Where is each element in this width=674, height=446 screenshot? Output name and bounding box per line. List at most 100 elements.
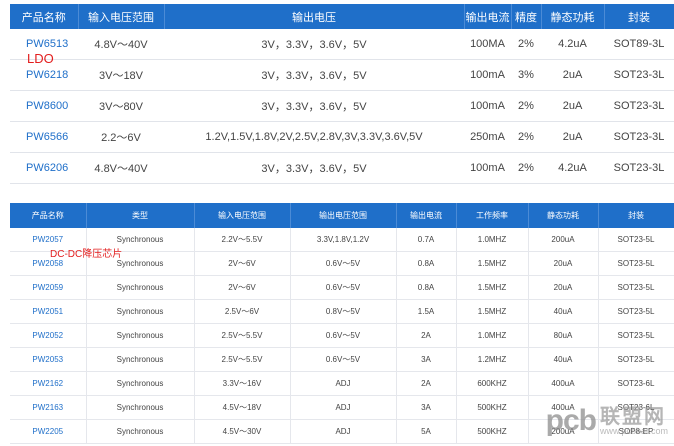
dcdc-table-cell: 2V～6V xyxy=(194,251,291,276)
dcdc-table-cell: Synchronous xyxy=(86,251,195,276)
ldo-table-row: PW6206 4.8V～40V 3V，3.3V，3.6V，5V 100mA 2% 4.2u… xyxy=(10,152,674,184)
product-model-link[interactable]: PW6566 xyxy=(10,121,78,153)
dcdc-annotation-label: DC-DC降压芯片 xyxy=(50,249,123,260)
dcdc-table-cell: SOT23-5L xyxy=(598,323,674,348)
ldo-table-row: PW6513 4.8V～40V 3V，3.3V，3.6V，5V 100MA 2% 4.2u… xyxy=(10,29,674,60)
dcdc-table-cell: 2.2V～5.5V xyxy=(194,228,291,252)
dcdc-column-header: 输出电压范围 xyxy=(290,203,397,228)
dcdc-table-cell: 3.3V,1.8V,1.2V xyxy=(290,228,397,252)
dcdc-table-cell: 2.5V～5.5V xyxy=(194,323,291,348)
dcdc-table-cell: 20uA xyxy=(528,251,599,276)
product-model-link[interactable]: PW2057 xyxy=(10,228,87,252)
dcdc-table-cell: 0.8A xyxy=(396,251,457,276)
product-model-link[interactable]: PW8600 xyxy=(10,90,78,122)
product-model-link[interactable]: PW2053 xyxy=(10,347,87,372)
ldo-table: 产品名称 输入电压范围 输出电压 输出电流 精度 静态功耗 封装 PW6513 4.8V～40… xyxy=(10,4,674,184)
product-model-link[interactable]: PW2205 xyxy=(10,419,87,444)
dcdc-table-cell: 0.6V～5V xyxy=(290,275,397,300)
ldo-table-cell: 4.8V～40V xyxy=(78,152,164,184)
dcdc-column-header: 工作频率 xyxy=(456,203,529,228)
ldo-table-cell: 250mA xyxy=(464,121,511,153)
dcdc-column-header: 输入电压范围 xyxy=(194,203,291,228)
product-model-link[interactable]: PW2059 xyxy=(10,275,87,300)
product-model-link[interactable]: PW2163 xyxy=(10,395,87,420)
dcdc-table-cell: 5A xyxy=(396,419,457,444)
ldo-table-cell: 1.2V,1.5V,1.8V,2V,2.5V,2.8V,3V,3.3V,3.6V… xyxy=(164,121,464,153)
dcdc-table-cell: 1.2MHZ xyxy=(456,347,529,372)
ldo-table-row: PW6566 2.2～6V 1.2V,1.5V,1.8V,2V,2.5V,2.8V,… xyxy=(10,121,674,153)
dcdc-table-cell: 80uA xyxy=(528,323,599,348)
dcdc-table-cell: 3A xyxy=(396,347,457,372)
dcdc-table-cell: Synchronous xyxy=(86,323,195,348)
dcdc-table-cell: 2.5V～5.5V xyxy=(194,347,291,372)
dcdc-table-cell: 0.6V～5V xyxy=(290,323,397,348)
dcdc-table-cell: 1.0MHZ xyxy=(456,323,529,348)
product-model-link[interactable]: PW2162 xyxy=(10,371,87,396)
watermark-url: www.pcbbar.com xyxy=(599,425,668,436)
ldo-column-header: 静态功耗 xyxy=(541,4,605,29)
ldo-table-cell: 4.2uA xyxy=(541,152,604,184)
dcdc-column-header: 封装 xyxy=(598,203,674,228)
ldo-table-cell: 100mA xyxy=(464,90,511,122)
dcdc-table-row: PW2205 Synchronous 4.5V～30V ADJ 5A 500KHZ 200u… xyxy=(10,419,674,444)
dcdc-table-row: PW2059 Synchronous 2V～6V 0.6V～5V 0.8A 1.5MHZ 2… xyxy=(10,275,674,300)
dcdc-table-cell: Synchronous xyxy=(86,228,195,252)
dcdc-table-cell: 2A xyxy=(396,323,457,348)
dcdc-table-cell: 400uA xyxy=(528,371,599,396)
ldo-table-cell: 3V，3.3V，3.6V，5V xyxy=(164,152,464,184)
dcdc-table-cell: SOT23-5L xyxy=(598,228,674,252)
watermark-text: 联盟网 www.pcbbar.com xyxy=(600,407,668,436)
dcdc-table-cell: 0.8A xyxy=(396,275,457,300)
ldo-table-cell: 2uA xyxy=(541,90,604,122)
dcdc-table-cell: 0.8V～5V xyxy=(290,299,397,324)
ldo-table-cell: 2.2～6V xyxy=(78,121,164,153)
product-model-link[interactable]: PW2058 xyxy=(10,251,87,276)
dcdc-table: 产品名称 类型 输入电压范围 输出电压范围 输出电流 工作频率 静态功耗 封装 PW2057 S… xyxy=(10,203,674,444)
product-model-link[interactable]: PW2052 xyxy=(10,323,87,348)
ldo-table-cell: 3V～18V xyxy=(78,59,164,91)
product-model-link[interactable]: PW6218 xyxy=(10,59,78,91)
dcdc-table-cell: 3A xyxy=(396,395,457,420)
ldo-table-cell: SOT23-3L xyxy=(604,59,674,91)
ldo-table-cell: 3V～80V xyxy=(78,90,164,122)
dcdc-column-header: 产品名称 xyxy=(10,203,87,228)
ldo-column-header: 输入电压范围 xyxy=(78,4,165,29)
dcdc-column-header: 输出电流 xyxy=(396,203,457,228)
dcdc-table-cell: Synchronous xyxy=(86,275,195,300)
ldo-table-cell: 100mA xyxy=(464,59,511,91)
ldo-table-cell: SOT23-3L xyxy=(604,121,674,153)
product-model-link[interactable]: PW6513 xyxy=(10,29,78,60)
dcdc-table-cell: 200uA xyxy=(528,228,599,252)
dcdc-table-cell: SOT23-5L xyxy=(598,347,674,372)
product-model-link[interactable]: PW2051 xyxy=(10,299,87,324)
dcdc-table-cell: 0.6V～5V xyxy=(290,347,397,372)
dcdc-table-cell: 0.7A xyxy=(396,228,457,252)
dcdc-table-cell: ADJ xyxy=(290,395,397,420)
ldo-column-header: 输出电压 xyxy=(164,4,465,29)
dcdc-table-cell: 1.0MHZ xyxy=(456,228,529,252)
dcdc-table-cell: SOT23-5L xyxy=(598,251,674,276)
dcdc-table-cell: SOT23-5L xyxy=(598,275,674,300)
product-model-link[interactable]: PW6206 xyxy=(10,152,78,184)
dcdc-table-cell: Synchronous xyxy=(86,347,195,372)
dcdc-table-cell: 500KHZ xyxy=(456,395,529,420)
ldo-table-cell: 2uA xyxy=(541,59,604,91)
dcdc-table-cell: 2V～6V xyxy=(194,275,291,300)
ldo-annotation-label: LDO xyxy=(27,51,54,66)
ldo-table-cell: 3V，3.3V，3.6V，5V xyxy=(164,90,464,122)
ldo-table-cell: 2% xyxy=(511,29,541,60)
ldo-table-cell: 2uA xyxy=(541,121,604,153)
dcdc-table-row: PW2052 Synchronous 2.5V～5.5V 0.6V～5V 2A 1.0MH… xyxy=(10,323,674,348)
ldo-table-cell: 4.8V～40V xyxy=(78,29,164,60)
dcdc-table-cell: SOP8-EP xyxy=(598,419,674,444)
ldo-column-header: 输出电流 xyxy=(464,4,512,29)
dcdc-header-row: 产品名称 类型 输入电压范围 输出电压范围 输出电流 工作频率 静态功耗 封装 xyxy=(10,203,674,228)
ldo-table-cell: 4.2uA xyxy=(541,29,604,60)
dcdc-table-cell: SOT23-6L xyxy=(598,371,674,396)
dcdc-table-cell: 600KHZ xyxy=(456,371,529,396)
dcdc-table-row: PW2053 Synchronous 2.5V～5.5V 0.6V～5V 3A 1.2MH… xyxy=(10,347,674,372)
watermark-name: 联盟网 xyxy=(599,405,666,428)
dcdc-table-cell: 500KHZ xyxy=(456,419,529,444)
dcdc-table-cell: Synchronous xyxy=(86,419,195,444)
dcdc-table-cell: 4.5V～18V xyxy=(194,395,291,420)
